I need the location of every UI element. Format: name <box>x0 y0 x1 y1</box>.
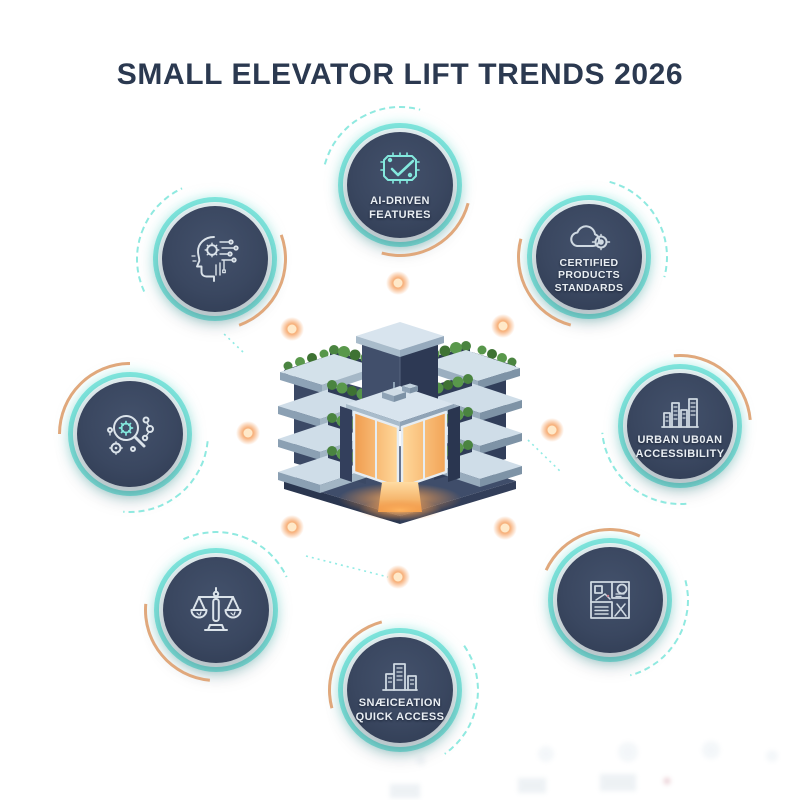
node-label: CERTIFIED PRODUCTS STANDARDS <box>554 256 624 294</box>
magnifier-gears-icon <box>103 409 157 459</box>
node-ring: URBAN UB0AN ACCESSIBILITY <box>618 364 742 488</box>
node-magnifier-research <box>18 322 242 546</box>
node-ai-head <box>113 157 317 361</box>
city-buildings-icon <box>377 656 423 694</box>
cloud-badge-icon <box>566 220 612 254</box>
node-ring <box>548 538 672 662</box>
node-label: URBAN UB0AN ACCESSIBILITY <box>635 434 725 460</box>
node-ring: CERTIFIED PRODUCTS STANDARDS <box>527 195 651 319</box>
node-ring <box>154 548 278 672</box>
node-ring: SNÆICEATION QUICK ACCESS <box>338 628 462 752</box>
node-ai-driven-features: AI-DRIVEN FEATURES <box>292 77 508 293</box>
node-urban-accessibility: URBAN UB0AN ACCESSIBILITY <box>568 314 792 538</box>
node-label: AI-DRIVEN FEATURES <box>369 195 431 221</box>
balance-scales-icon <box>187 582 245 638</box>
chip-check-icon <box>376 148 424 192</box>
blueprint-map-icon <box>582 574 638 626</box>
node-label: SNÆICEATION QUICK ACCESS <box>355 697 445 723</box>
node-ring: AI-DRIVEN FEATURES <box>338 123 462 247</box>
ai-head-circuit-icon <box>187 232 243 286</box>
node-balance-scales <box>114 508 318 712</box>
node-ring <box>68 372 192 496</box>
page-title: SMALL ELEVATOR LIFT TRENDS 2026 <box>116 58 684 91</box>
node-quick-access: SNÆICEATION QUICK ACCESS <box>301 591 499 789</box>
elevator-building-illustration <box>278 322 522 524</box>
glow-dots <box>236 271 564 589</box>
city-skyline-icon <box>656 391 704 431</box>
node-ring <box>153 197 277 321</box>
node-certified-products-standards: CERTIFIED PRODUCTS STANDARDS <box>481 149 697 365</box>
node-blueprint-map <box>502 492 718 708</box>
